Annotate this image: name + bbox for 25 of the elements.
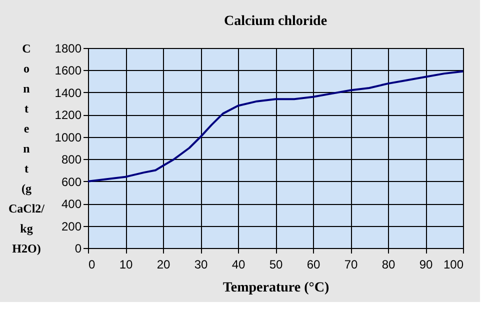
x-tick-label: 30	[194, 258, 208, 272]
x-tick-label: 80	[382, 258, 396, 272]
y-tick-label: 1000	[54, 130, 82, 144]
x-tick-label: 0	[88, 258, 96, 272]
y-tick-label: 800	[61, 152, 82, 167]
x-tick-label: 50	[269, 258, 283, 272]
y-tick-label: 600	[61, 174, 82, 189]
x-tick-label: 70	[344, 258, 358, 272]
x-tick-label: 20	[156, 258, 170, 272]
x-tick-label: 90	[419, 258, 433, 272]
y-tick-label: 0	[74, 242, 82, 256]
x-tick-label: 60	[306, 258, 320, 272]
x-tick-label: 40	[232, 258, 246, 272]
y-tick-label: 1800	[54, 42, 82, 56]
text: Content (g CaCl2/ kg H2O)	[8, 42, 44, 256]
x-tick-label: 10	[119, 258, 133, 272]
x-tick-label: 100	[443, 258, 464, 272]
x-axis-title: Temperature (°C)	[222, 280, 330, 296]
line-series	[87, 70, 464, 182]
y-tick-label: 1600	[54, 64, 82, 78]
y-tick-label: 1200	[54, 108, 82, 122]
chart-title: Calcium chloride	[224, 14, 328, 29]
y-tick-label: 200	[61, 219, 82, 234]
y-tick-label: 1400	[54, 86, 82, 100]
y-tick-label: 400	[61, 197, 82, 212]
